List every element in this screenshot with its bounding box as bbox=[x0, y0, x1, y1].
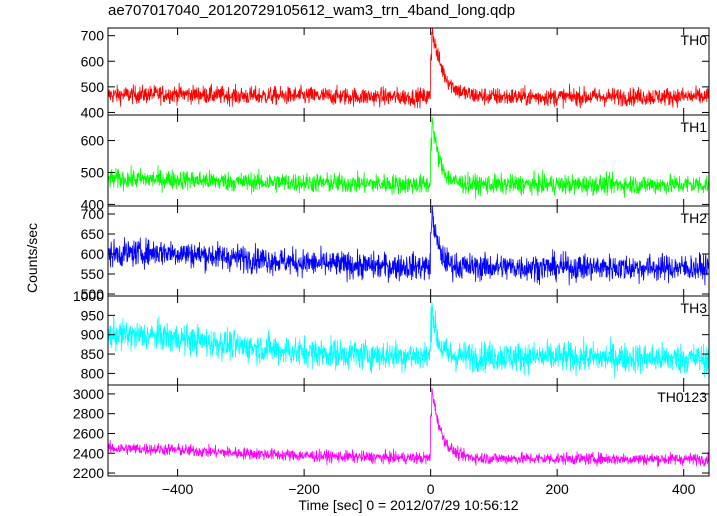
panel-label-th1: TH1 bbox=[681, 119, 708, 135]
y-tick-label: 400 bbox=[81, 196, 105, 212]
y-tick-label: 600 bbox=[81, 133, 105, 149]
series-line-th0 bbox=[108, 28, 709, 109]
panel-frame-th0123 bbox=[107, 384, 710, 477]
y-tick-label: 600 bbox=[81, 53, 105, 69]
y-tick-label: 400 bbox=[81, 104, 105, 120]
y-tick-label: 600 bbox=[81, 246, 105, 262]
y-tick-label: 2200 bbox=[73, 465, 104, 481]
x-tick-label: 200 bbox=[545, 481, 569, 497]
series-line-th0123 bbox=[108, 388, 709, 468]
chart-title: ae707017040_20120729105612_wam3_trn_4ban… bbox=[108, 2, 516, 19]
panel-label-th2: TH2 bbox=[681, 210, 708, 226]
y-tick-label: 800 bbox=[81, 365, 105, 381]
y-tick-label: 700 bbox=[81, 28, 105, 44]
y-tick-label: 500 bbox=[81, 79, 105, 95]
panel-label-th0: TH0 bbox=[681, 32, 708, 48]
x-tick-label: −200 bbox=[288, 481, 320, 497]
y-tick-label: 1000 bbox=[73, 288, 104, 304]
panel-frame-th1 bbox=[107, 114, 710, 207]
y-tick-label: 500 bbox=[81, 164, 105, 180]
y-tick-label: 900 bbox=[81, 327, 105, 343]
series-line-th2 bbox=[108, 206, 709, 286]
y-tick-label: 3000 bbox=[73, 386, 104, 402]
panel-label-th3: TH3 bbox=[681, 300, 708, 316]
y-tick-label: 950 bbox=[81, 307, 105, 323]
panel-label-th0123: TH0123 bbox=[657, 389, 707, 405]
y-tick-label: 850 bbox=[81, 346, 105, 362]
series-line-th1 bbox=[108, 116, 709, 200]
y-tick-label: 2400 bbox=[73, 445, 104, 461]
y-tick-label: 2800 bbox=[73, 406, 104, 422]
x-tick-label: 0 bbox=[427, 481, 435, 497]
y-tick-label: 700 bbox=[81, 206, 105, 222]
y-tick-label: 500 bbox=[81, 286, 105, 302]
series-line-th3 bbox=[108, 302, 709, 379]
y-tick-label: 550 bbox=[81, 266, 105, 282]
y-tick-label: 2600 bbox=[73, 425, 104, 441]
x-tick-label: 400 bbox=[672, 481, 696, 497]
x-axis-label: Time [sec] 0 = 2012/07/29 10:56:12 bbox=[298, 497, 519, 513]
x-tick-label: −400 bbox=[162, 481, 194, 497]
y-tick-label: 650 bbox=[81, 226, 105, 242]
